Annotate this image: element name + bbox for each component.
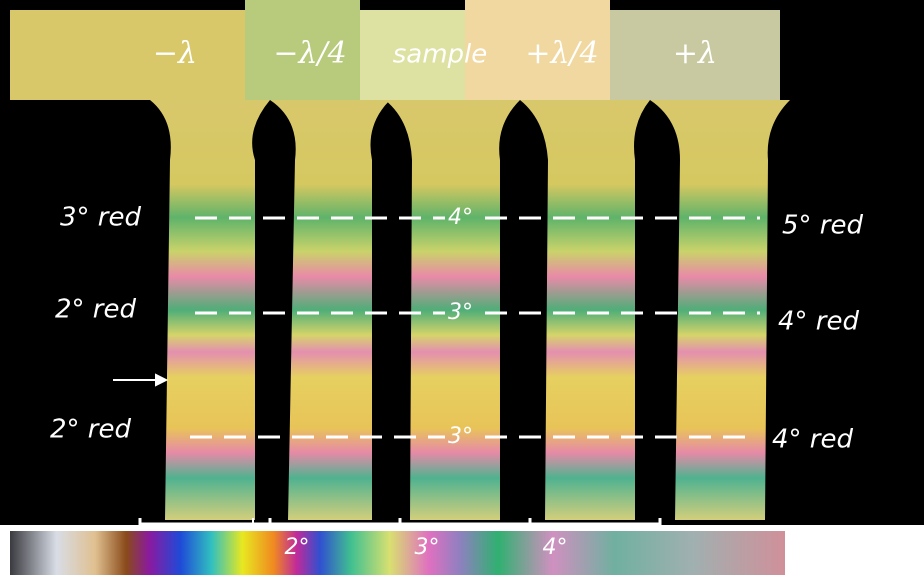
scale-label: 4° [543, 535, 568, 560]
figure: −λ −λ/4 sample +λ/4 +λ 3° red 2° red 2° … [0, 0, 924, 575]
page: −λ −λ/4 sample +λ/4 +λ 3° red 2° red 2° … [0, 0, 924, 575]
header-label: sample [393, 40, 488, 70]
right-label: 5° red [782, 211, 863, 241]
color-bar [10, 531, 785, 575]
left-label: 2° red [50, 415, 131, 445]
center-label: 3° [448, 424, 473, 449]
left-label: 3° red [60, 203, 141, 233]
left-label: 2° red [55, 295, 136, 325]
scale-label: 2° [285, 535, 310, 560]
right-label: 4° red [772, 425, 853, 455]
scale-label: 3° [415, 535, 440, 560]
center-label: 3° [448, 300, 473, 325]
header-label: −λ/4 [273, 36, 346, 71]
header-label: +λ/4 [525, 36, 598, 71]
header-label: +λ [673, 36, 717, 71]
header-label: −λ [153, 36, 197, 71]
right-label: 4° red [778, 307, 859, 337]
center-label: 4° [448, 205, 473, 230]
